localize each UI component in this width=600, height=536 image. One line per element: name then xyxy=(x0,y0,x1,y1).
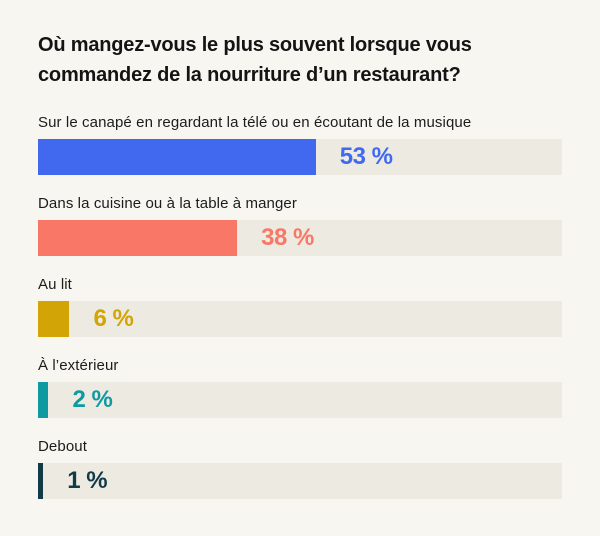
bar-value: 2 % xyxy=(72,386,113,413)
bar-rows: Sur le canapé en regardant la télé ou en… xyxy=(38,114,562,499)
bar-row: Debout 1 % xyxy=(38,438,562,499)
bar-label: Sur le canapé en regardant la télé ou en… xyxy=(38,114,472,131)
bar-value: 6 % xyxy=(93,305,134,332)
page-title: Où mangez-vous le plus souvent lorsque v… xyxy=(38,34,472,86)
bar-row: Au lit 6 % xyxy=(38,276,562,337)
bar-label: Au lit xyxy=(38,276,72,293)
bar-row: Sur le canapé en regardant la télé ou en… xyxy=(38,114,562,175)
bar-track: 6 % xyxy=(38,301,562,337)
bar-track: 53 % xyxy=(38,139,562,175)
bar-fill xyxy=(38,382,49,418)
bar-fill xyxy=(38,463,44,499)
bar-value: 38 % xyxy=(261,224,314,251)
bar-fill xyxy=(38,220,238,256)
bar-label: Debout xyxy=(38,438,87,455)
bar-label: À l’extérieur xyxy=(38,357,119,374)
bar-track: 38 % xyxy=(38,220,562,256)
bar-label: Dans la cuisine ou à la table à manger xyxy=(38,195,297,212)
bar-track: 2 % xyxy=(38,382,562,418)
bar-fill xyxy=(38,301,70,337)
bar-fill xyxy=(38,139,316,175)
bar-track: 1 % xyxy=(38,463,562,499)
bar-value: 53 % xyxy=(339,143,393,170)
bar-value: 1 % xyxy=(67,467,108,494)
bar-row: Dans la cuisine ou à la table à manger 3… xyxy=(38,195,562,256)
bar-row: À l’extérieur 2 % xyxy=(38,357,562,418)
chart-container: Où mangez-vous le plus souvent lorsque v… xyxy=(38,34,562,499)
